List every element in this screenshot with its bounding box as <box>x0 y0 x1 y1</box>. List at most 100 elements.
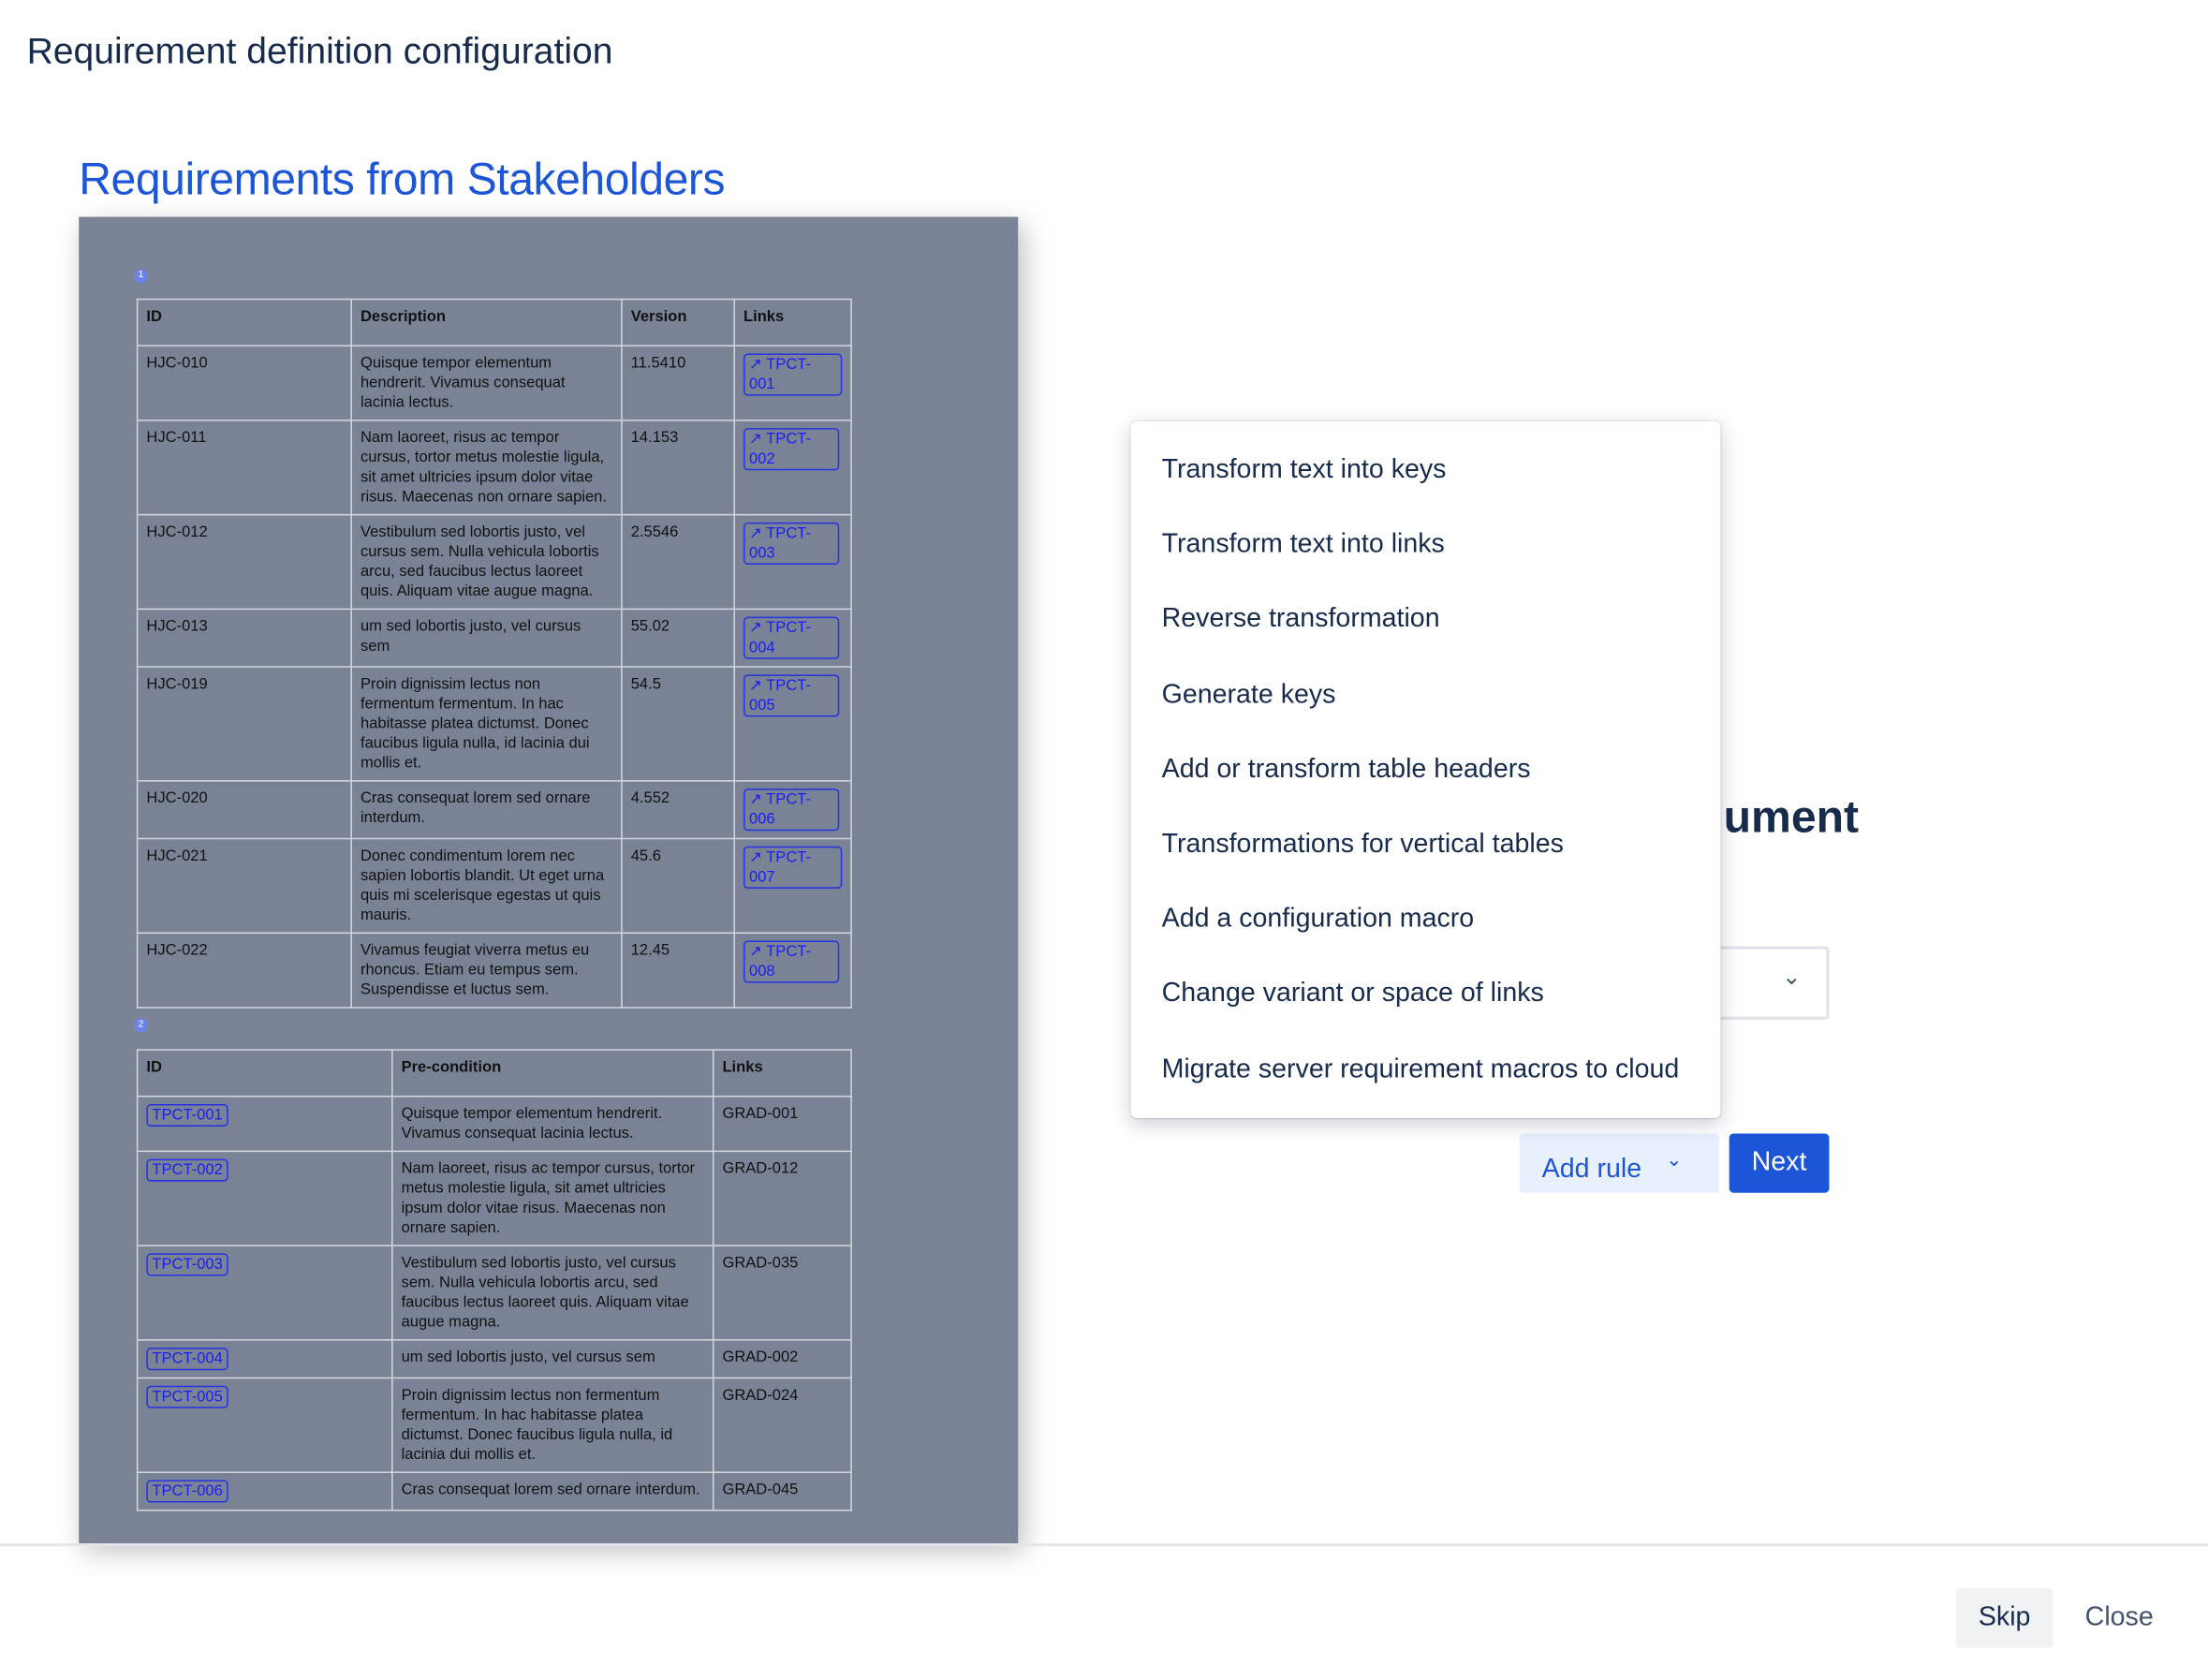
close-button[interactable]: Close <box>2084 1602 2154 1632</box>
table-row: TPCT-001 Quisque tempor elementum hendrer… <box>136 1095 852 1153</box>
link-label: TPCT-002 <box>749 431 811 468</box>
table-cell: Nam laoreet, risus ac tempor cursus, tor… <box>391 1150 714 1246</box>
arrow-up-right-icon: ↗ <box>749 356 767 374</box>
table-cell: GRAD-012 <box>712 1150 852 1246</box>
link-chip[interactable]: ↗ TPCT-004 <box>743 616 840 659</box>
table-cell: TPCT-002 <box>136 1150 393 1246</box>
link-chip[interactable]: ↗ TPCT-008 <box>743 940 840 983</box>
key-chip[interactable]: TPCT-002 <box>146 1158 228 1182</box>
table-cell: HJC-012 <box>136 513 352 611</box>
table-row: TPCT-004 um sed lobortis justo, vel cursu… <box>136 1339 852 1379</box>
table-cell: 54.5 <box>621 666 735 782</box>
table-cell: GRAD-045 <box>712 1471 852 1511</box>
column-header: Description <box>350 298 623 346</box>
section-heading: ument <box>1723 791 1860 843</box>
key-chip[interactable]: TPCT-005 <box>146 1385 228 1408</box>
link-chip[interactable]: ↗ TPCT-005 <box>743 674 840 717</box>
table-cell: Vestibulum sed lobortis justo, vel cursu… <box>350 513 623 611</box>
link-chip[interactable]: ↗ TPCT-007 <box>743 846 843 889</box>
table-row: HJC-020 Cras consequat lorem sed ornare i… <box>136 780 852 840</box>
menu-item[interactable]: Add a configuration macro <box>1161 904 1475 935</box>
menu-item[interactable]: Add or transform table headers <box>1161 754 1531 785</box>
table-cell: ↗ TPCT-002 <box>733 420 852 516</box>
table-row: HJC-012 Vestibulum sed lobortis justo, ve… <box>136 513 852 611</box>
table-cell: GRAD-024 <box>712 1377 852 1473</box>
table-cell: Proin dignissim lectus non fermentum fer… <box>391 1377 714 1473</box>
table-cell: HJC-011 <box>136 420 352 516</box>
chevron-down-icon: ⌄ <box>1782 965 1802 991</box>
arrow-up-right-icon: ↗ <box>749 619 767 637</box>
chevron-down-icon: ⌄ <box>1665 1147 1683 1171</box>
table-cell: 45.6 <box>621 837 735 935</box>
arrow-up-right-icon: ↗ <box>749 848 767 866</box>
menu-item[interactable]: Migrate server requirement macros to clo… <box>1161 1054 1680 1084</box>
table-cell: HJC-020 <box>136 780 352 840</box>
preconditions-table: ID Pre-condition Links TPCT-001 Quisque temp… <box>136 1049 852 1511</box>
table-row: TPCT-003 Vestibulum sed lobortis justo, v… <box>136 1245 852 1341</box>
table-cell: Cras consequat lorem sed ornare interdum… <box>391 1471 714 1511</box>
link-label: TPCT-008 <box>749 943 811 980</box>
link-chip[interactable]: ↗ TPCT-002 <box>743 428 840 471</box>
table-row: HJC-013 um sed lobortis justo, vel cursus… <box>136 608 852 668</box>
link-label: TPCT-007 <box>749 848 811 886</box>
menu-item[interactable]: Reverse transformation <box>1161 604 1440 635</box>
table-cell: 55.02 <box>621 608 735 668</box>
key-chip[interactable]: TPCT-004 <box>146 1348 228 1371</box>
table-cell: um sed lobortis justo, vel cursus sem <box>391 1339 714 1379</box>
table-cell: Vestibulum sed lobortis justo, vel cursu… <box>391 1245 714 1341</box>
column-header: ID <box>136 1049 393 1098</box>
table-cell: TPCT-004 <box>136 1339 393 1379</box>
arrow-up-right-icon: ↗ <box>749 791 767 809</box>
table-row: TPCT-006 Cras consequat lorem sed ornare … <box>136 1471 852 1511</box>
add-rule-menu: Transform text into keys Transform text i… <box>1130 420 1721 1119</box>
arrow-up-right-icon: ↗ <box>749 524 767 542</box>
menu-item[interactable]: Transform text into keys <box>1161 454 1447 485</box>
link-chip[interactable]: ↗ TPCT-006 <box>743 788 840 832</box>
document-title: Requirements from Stakeholders <box>79 153 726 205</box>
table-cell: GRAD-035 <box>712 1245 852 1341</box>
menu-item[interactable]: Transformations for vertical tables <box>1161 829 1564 860</box>
table-badge: 2 <box>133 1018 148 1033</box>
table-row: TPCT-002 Nam laoreet, risus ac tempor cur… <box>136 1150 852 1246</box>
table-cell: Quisque tempor elementum hendrerit. Viva… <box>391 1095 714 1153</box>
table-row: HJC-011 Nam laoreet, risus ac tempor curs… <box>136 420 852 516</box>
arrow-up-right-icon: ↗ <box>749 677 767 695</box>
table-cell: GRAD-001 <box>712 1095 852 1153</box>
table-cell: 11.5410 <box>621 345 735 421</box>
link-label: TPCT-004 <box>749 619 811 656</box>
table-cell: Cras consequat lorem sed ornare interdum… <box>350 780 623 840</box>
table-cell: HJC-019 <box>136 666 352 782</box>
link-chip[interactable]: ↗ TPCT-001 <box>743 353 843 396</box>
key-chip[interactable]: TPCT-003 <box>146 1253 228 1276</box>
table-row: HJC-022 Vivamus feugiat viverra metus eu … <box>136 932 852 1009</box>
table-cell: HJC-021 <box>136 837 352 935</box>
table-cell: ↗ TPCT-005 <box>733 666 852 782</box>
column-header: Version <box>621 298 735 346</box>
table-badge: 1 <box>133 269 148 284</box>
column-header: Pre-condition <box>391 1049 714 1098</box>
menu-item[interactable]: Change variant or space of links <box>1161 979 1544 1009</box>
table-cell: 4.552 <box>621 780 735 840</box>
table-cell: TPCT-003 <box>136 1245 393 1341</box>
table-cell: GRAD-002 <box>712 1339 852 1379</box>
key-chip[interactable]: TPCT-001 <box>146 1103 228 1127</box>
table-cell: ↗ TPCT-007 <box>733 837 852 935</box>
table-row: HJC-021 Donec condimentum lorem nec sapie… <box>136 837 852 935</box>
table-cell: 12.45 <box>621 932 735 1009</box>
column-header: Links <box>733 298 852 346</box>
next-button[interactable]: Next <box>1729 1133 1830 1193</box>
table-cell: ↗ TPCT-008 <box>733 932 852 1009</box>
key-chip[interactable]: TPCT-006 <box>146 1480 228 1503</box>
skip-button[interactable]: Skip <box>1955 1588 2053 1648</box>
link-chip[interactable]: ↗ TPCT-003 <box>743 522 840 566</box>
footer-divider <box>0 1543 2208 1547</box>
requirements-table: ID Description Version Links HJC-010 Quisque … <box>136 298 852 1009</box>
add-rule-button[interactable]: Add rule ⌄ <box>1519 1133 1720 1193</box>
document-preview: 1 ID Description Version Links HJC-010 Quisqu… <box>79 216 1019 1544</box>
table-cell: Donec condimentum lorem nec sapien lobor… <box>350 837 623 935</box>
arrow-up-right-icon: ↗ <box>749 431 767 449</box>
menu-item[interactable]: Transform text into links <box>1161 529 1445 560</box>
link-label: TPCT-001 <box>749 356 811 393</box>
menu-item[interactable]: Generate keys <box>1161 679 1336 710</box>
table-cell: 14.153 <box>621 420 735 516</box>
